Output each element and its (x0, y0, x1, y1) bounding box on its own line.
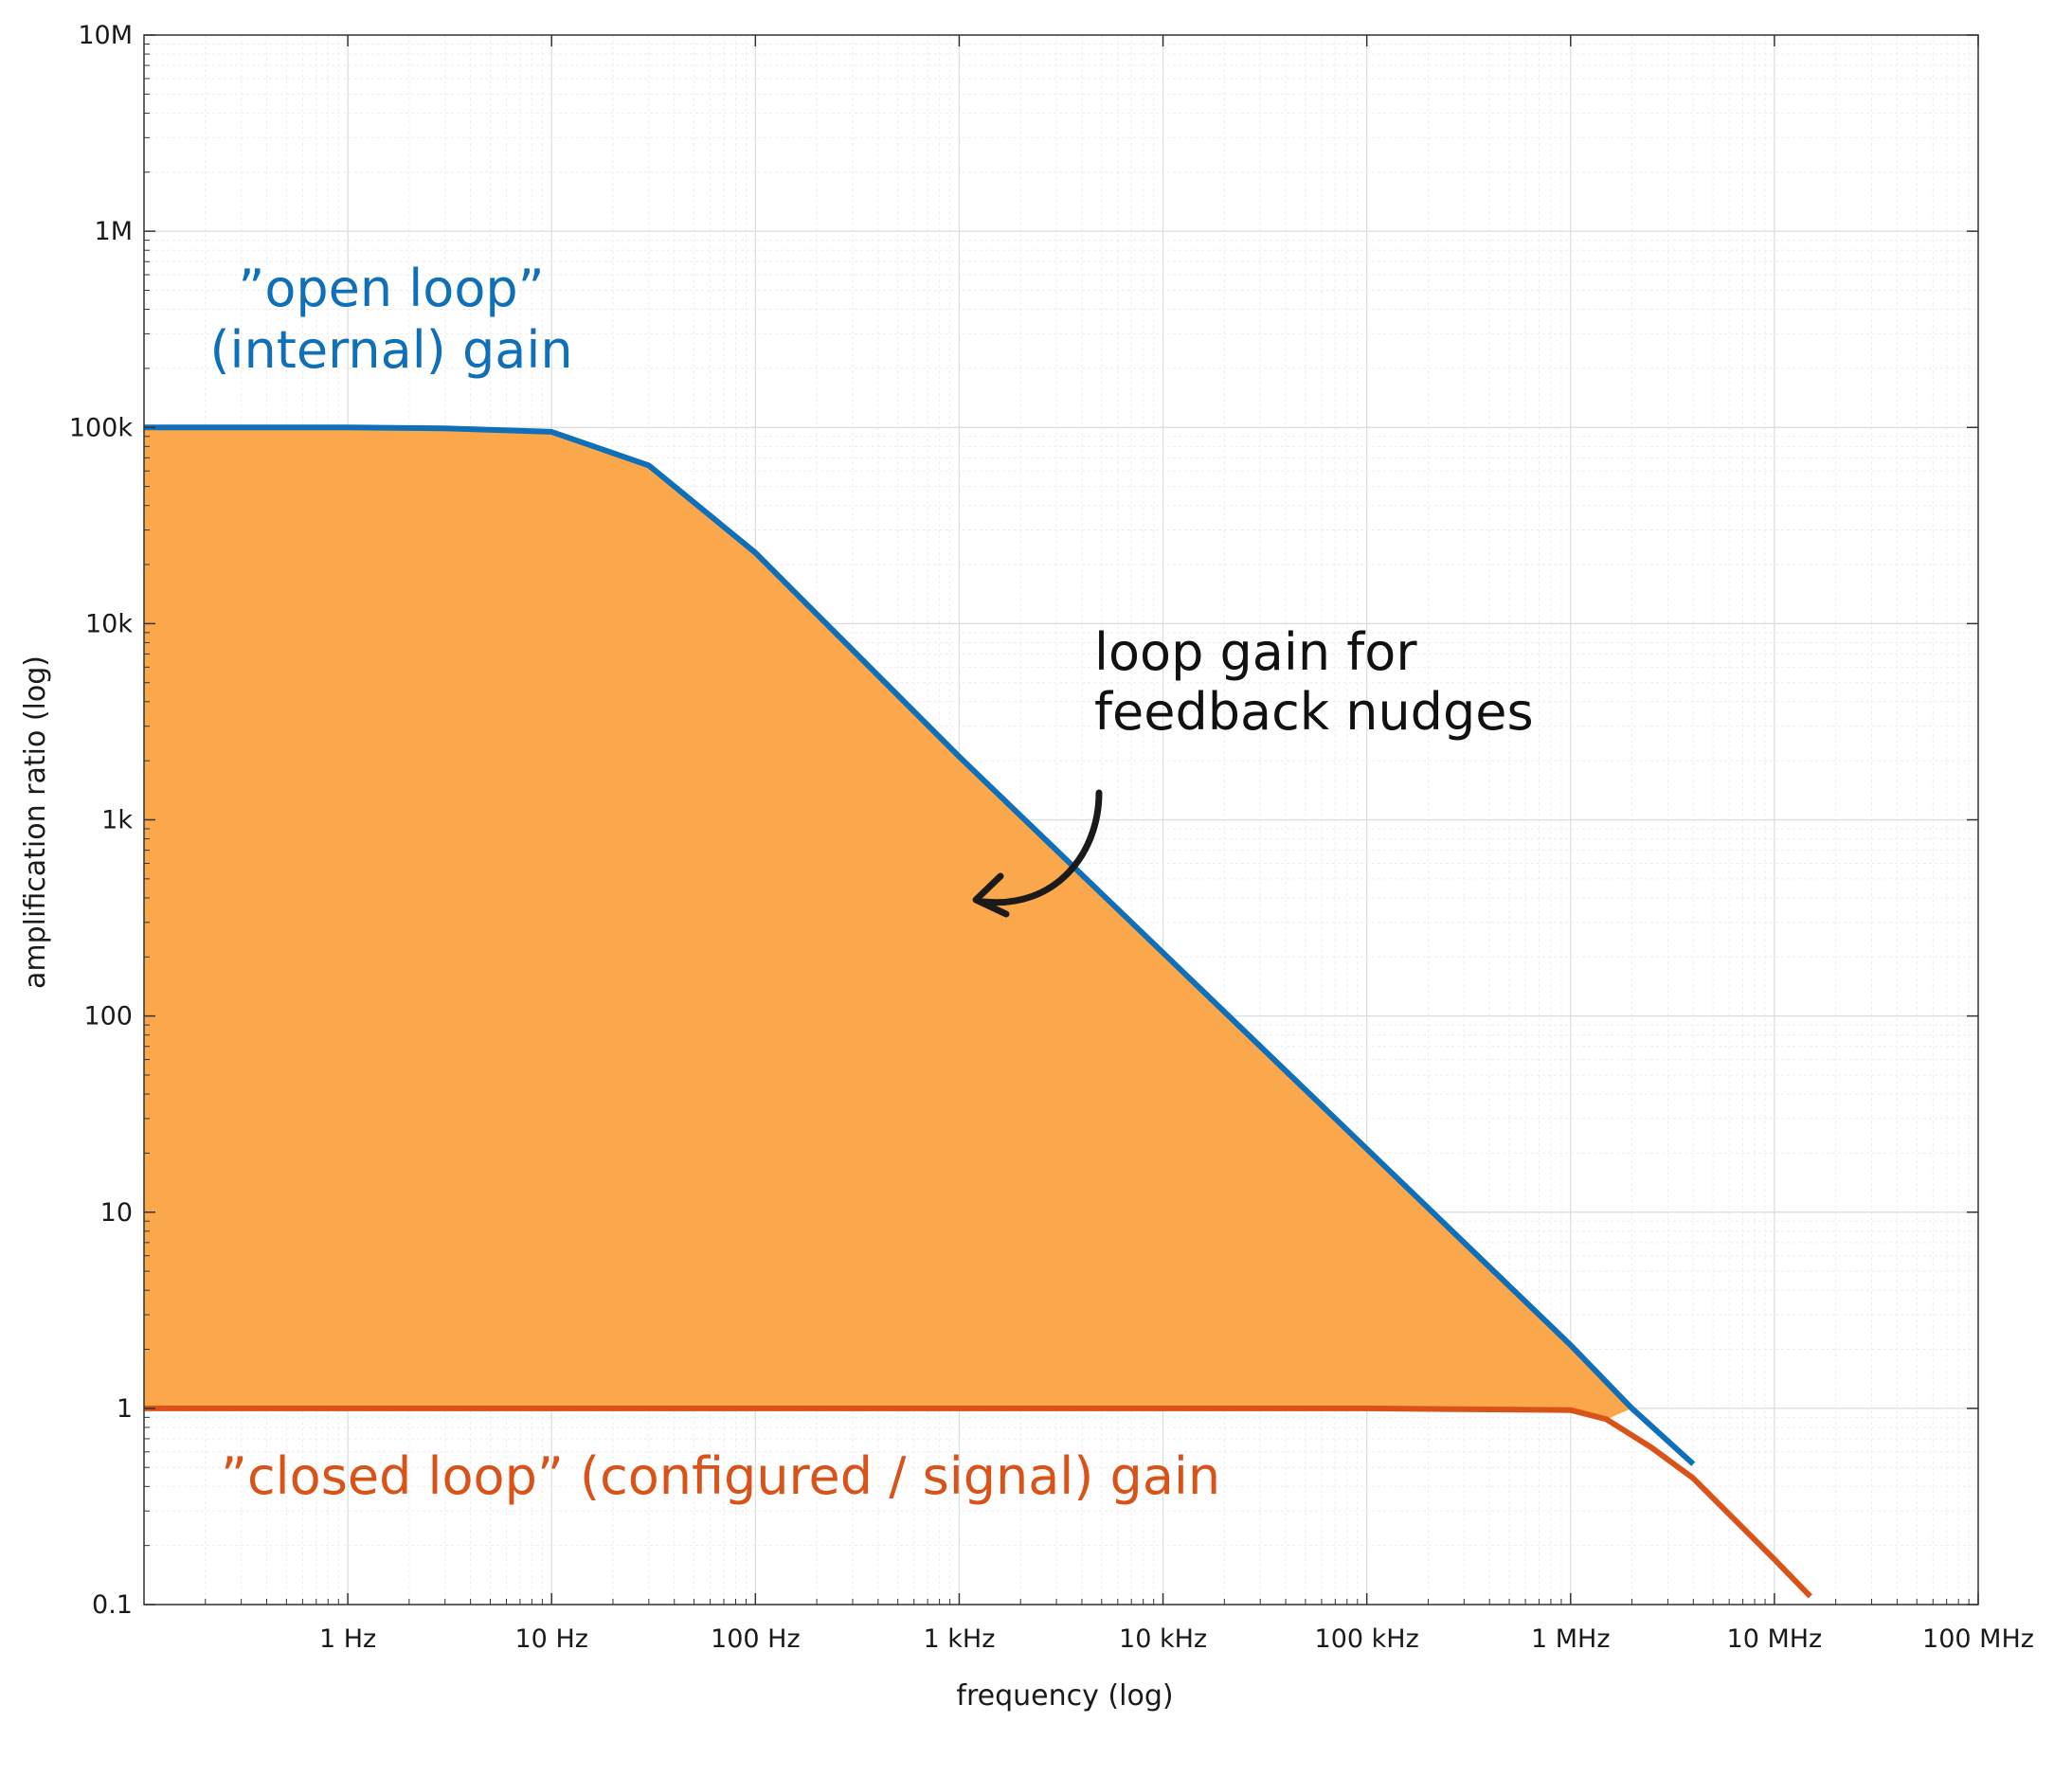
open-loop-label-line1: ”open loop” (238, 259, 544, 318)
y-axis-title: amplification ratio (log) (19, 655, 52, 989)
x-tick-label: 10 Hz (515, 1624, 588, 1654)
x-tick-label: 10 kHz (1119, 1624, 1207, 1654)
x-tick-labels: 1 Hz 10 Hz 100 Hz 1 kHz 10 kHz 100 kHz 1 MHz 10… (319, 1624, 2034, 1654)
x-tick-label: 1 MHz (1531, 1624, 1611, 1654)
x-tick-label: 10 MHz (1727, 1624, 1823, 1654)
loop-gain-area (144, 427, 1632, 1420)
open-loop-label-line2: (internal) gain (209, 320, 572, 380)
y-tick-label: 10 (100, 1198, 133, 1228)
y-tick-labels: 0.1 1 10 100 1k 10k 100k 1M 10M (69, 21, 134, 1620)
x-tick-label: 100 MHz (1922, 1624, 2034, 1654)
y-tick-label: 1M (95, 217, 133, 246)
y-tick-label: 10k (85, 609, 133, 638)
open-loop-gain-line (144, 424, 1696, 1466)
y-tick-label: 1k (101, 806, 133, 835)
loop-gain-label-line2: feedback nudges (1094, 682, 1534, 742)
y-tick-label: 100k (69, 413, 134, 442)
x-tick-label: 1 kHz (924, 1624, 996, 1654)
x-axis-title: frequency (log) (956, 1679, 1173, 1713)
axis-ticks (144, 34, 1979, 1606)
x-tick-label: 100 kHz (1315, 1624, 1419, 1654)
closed-loop-gain-line (144, 1405, 1812, 1599)
closed-loop-label: ”closed loop” (configured / signal) gain (221, 1446, 1220, 1506)
curved-arrow-icon (972, 789, 1103, 918)
y-tick-label: 10M (78, 21, 133, 50)
loop-gain-label-line1: loop gain for (1094, 622, 1417, 682)
y-tick-label: 100 (83, 1002, 133, 1032)
x-tick-label: 1 Hz (319, 1624, 376, 1654)
x-tick-label: 100 Hz (711, 1624, 801, 1654)
y-tick-label: 0.1 (92, 1590, 133, 1620)
y-tick-label: 1 (117, 1394, 133, 1424)
